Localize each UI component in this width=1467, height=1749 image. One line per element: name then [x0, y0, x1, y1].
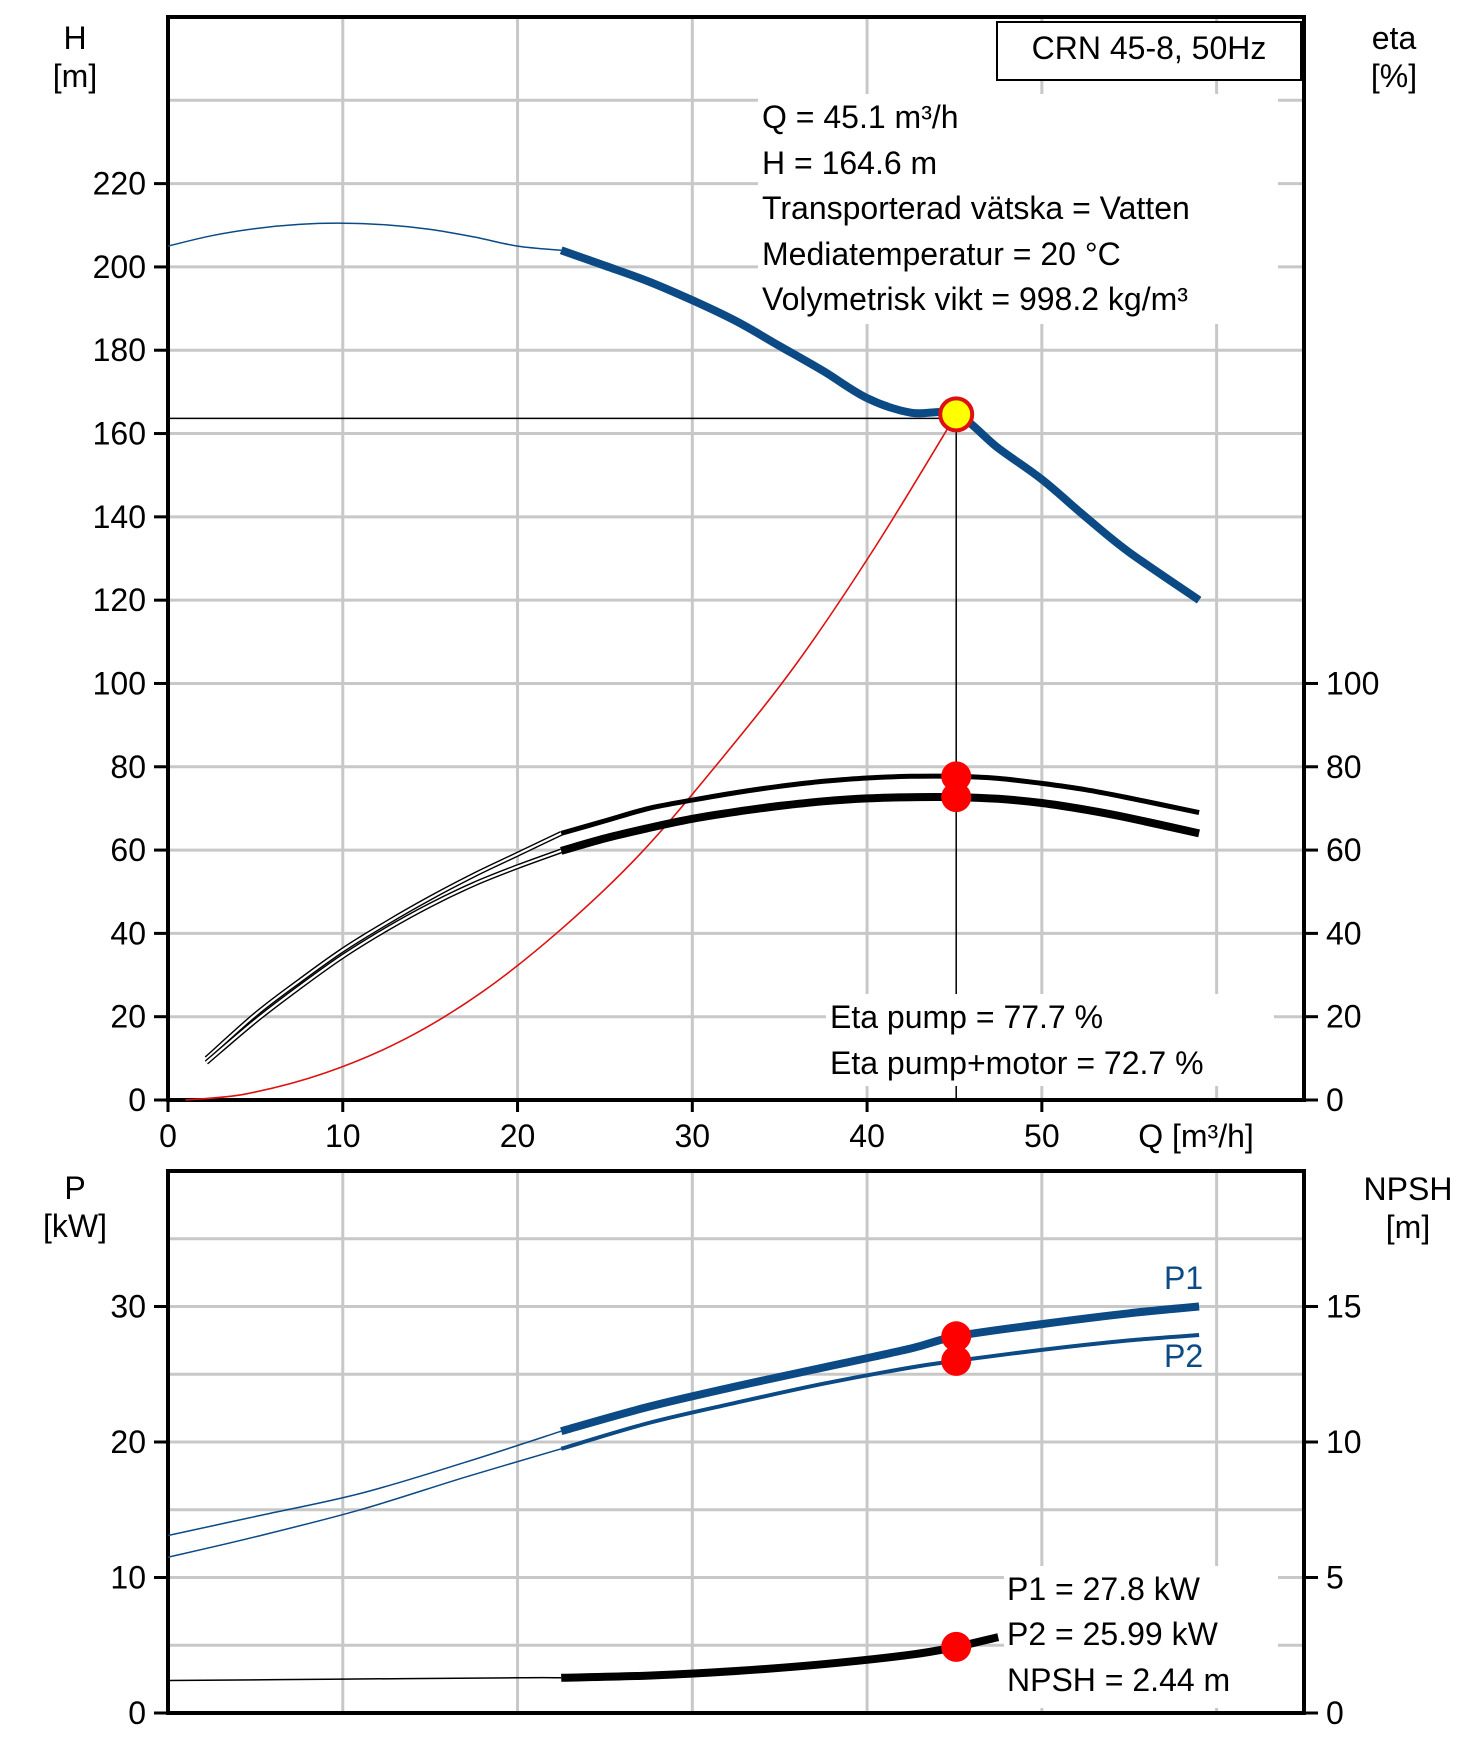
p2-curve-thin — [167, 1448, 562, 1558]
chart-title: CRN 45-8, 50Hz — [1032, 30, 1267, 66]
title-box — [996, 21, 1302, 81]
operating-info-box: Q = 45.1 m³/h H = 164.6 m Transporterad … — [758, 94, 1278, 324]
h-curve — [559, 246, 1202, 604]
y-right-tick-label: 15 — [1326, 1289, 1362, 1325]
y-right-label-top-name: eta — [1372, 20, 1417, 56]
power-info-line: P1 = 27.8 kW — [1007, 1571, 1201, 1607]
y-right-tick-label: 5 — [1326, 1560, 1344, 1596]
axis-ticks: 0 10 20 30 40 5002040608010012014016018020022… — [93, 166, 1380, 1731]
operating-point-marker — [938, 396, 975, 433]
p2-marker — [941, 1345, 972, 1376]
y-left-tick-label: 100 — [93, 665, 146, 701]
y-left-label-top-unit: [m] — [53, 58, 97, 94]
eta-pump-motor-curve — [560, 793, 1200, 855]
npsh-curve — [561, 1633, 1000, 1682]
y-left-tick-label: 20 — [110, 1424, 146, 1460]
operating-point-markers — [938, 396, 975, 1662]
y-left-label-top-name: H — [63, 20, 86, 56]
y-left-tick-label: 20 — [110, 999, 146, 1035]
y-right-tick-label: 20 — [1326, 999, 1362, 1035]
y-left-tick-label: 80 — [110, 749, 146, 785]
y-right-tick-label: 60 — [1326, 832, 1362, 868]
y-right-tick-label: 100 — [1326, 665, 1379, 701]
eta-pump-motor-curve-outline — [204, 848, 563, 1065]
h-curve-thin — [167, 222, 562, 252]
eta-info-line: Eta pump+motor = 72.7 % — [830, 1045, 1204, 1081]
y-right-tick-label: 0 — [1326, 1695, 1344, 1731]
y-right-tick-label: 40 — [1326, 915, 1362, 951]
power-info-line: P2 = 25.99 kW — [1007, 1616, 1219, 1652]
eta-pump-motor-curve-fill — [205, 849, 562, 1064]
info-line: Transporterad vätska = Vatten — [762, 190, 1190, 226]
power-info-box: P1 = 27.8 kW P2 = 25.99 kW NPSH = 2.44 m — [1004, 1566, 1278, 1708]
bottom-curves — [167, 1302, 1200, 1682]
p2-curve — [560, 1333, 1200, 1451]
power-info-line: NPSH = 2.44 m — [1007, 1662, 1230, 1698]
info-line: Q = 45.1 m³/h — [762, 99, 959, 135]
system-curve — [185, 413, 957, 1101]
x-tick-label: 50 — [1024, 1118, 1060, 1154]
y-right-tick-label: 0 — [1326, 1082, 1344, 1118]
y-left-tick-label: 40 — [110, 915, 146, 951]
y-left-tick-label: 10 — [110, 1560, 146, 1596]
y-left-tick-label: 140 — [93, 499, 146, 535]
p1-marker — [941, 1321, 972, 1352]
top-curves — [167, 222, 1202, 1101]
y-left-tick-label: 0 — [128, 1082, 146, 1118]
p1-curve-label: P1 — [1164, 1260, 1203, 1296]
eta-pump-curve-outline — [204, 831, 563, 1061]
eta-info-line: Eta pump = 77.7 % — [830, 999, 1103, 1035]
y-right-tick-label: 10 — [1326, 1424, 1362, 1460]
x-tick-label: 20 — [500, 1118, 536, 1154]
eta-pump-curve-fill — [205, 832, 562, 1060]
y-left-tick-label: 60 — [110, 832, 146, 868]
info-line: Mediatemperatur = 20 °C — [762, 236, 1121, 272]
y-right-label-bottom-unit: [m] — [1386, 1209, 1430, 1245]
x-tick-label: 40 — [849, 1118, 885, 1154]
y-right-label-bottom-name: NPSH — [1364, 1171, 1453, 1207]
y-left-tick-label: 200 — [93, 249, 146, 285]
p1-curve — [560, 1302, 1200, 1436]
y-left-tick-label: 220 — [93, 166, 146, 202]
y-left-tick-label: 120 — [93, 582, 146, 618]
y-left-label-bottom-name: P — [64, 1170, 85, 1206]
x-axis-label: Q [m³/h] — [1138, 1118, 1254, 1154]
y-left-tick-label: 180 — [93, 332, 146, 368]
info-line: H = 164.6 m — [762, 145, 937, 181]
x-tick-label: 0 — [159, 1118, 177, 1154]
info-line: Volymetrisk vikt = 998.2 kg/m³ — [762, 281, 1188, 317]
npsh-curve-thin — [167, 1676, 562, 1682]
npsh-marker — [941, 1631, 972, 1662]
p2-curve-label: P2 — [1164, 1338, 1203, 1374]
p1-curve-thin — [167, 1430, 562, 1537]
x-tick-label: 30 — [675, 1118, 711, 1154]
y-right-tick-label: 80 — [1326, 749, 1362, 785]
eta-pump-marker — [941, 761, 972, 792]
x-tick-label: 10 — [325, 1118, 361, 1154]
y-left-tick-label: 30 — [110, 1289, 146, 1325]
y-left-tick-label: 160 — [93, 416, 146, 452]
y-left-label-bottom-unit: [kW] — [43, 1208, 107, 1244]
eta-pump-motor-marker — [941, 782, 972, 813]
y-right-label-top-unit: [%] — [1371, 58, 1417, 94]
eta-info-box: Eta pump = 77.7 % Eta pump+motor = 72.7 … — [826, 994, 1274, 1086]
eta-pump-curve — [560, 773, 1200, 836]
top-plot-frame — [166, 15, 1306, 1102]
y-left-tick-label: 0 — [128, 1695, 146, 1731]
